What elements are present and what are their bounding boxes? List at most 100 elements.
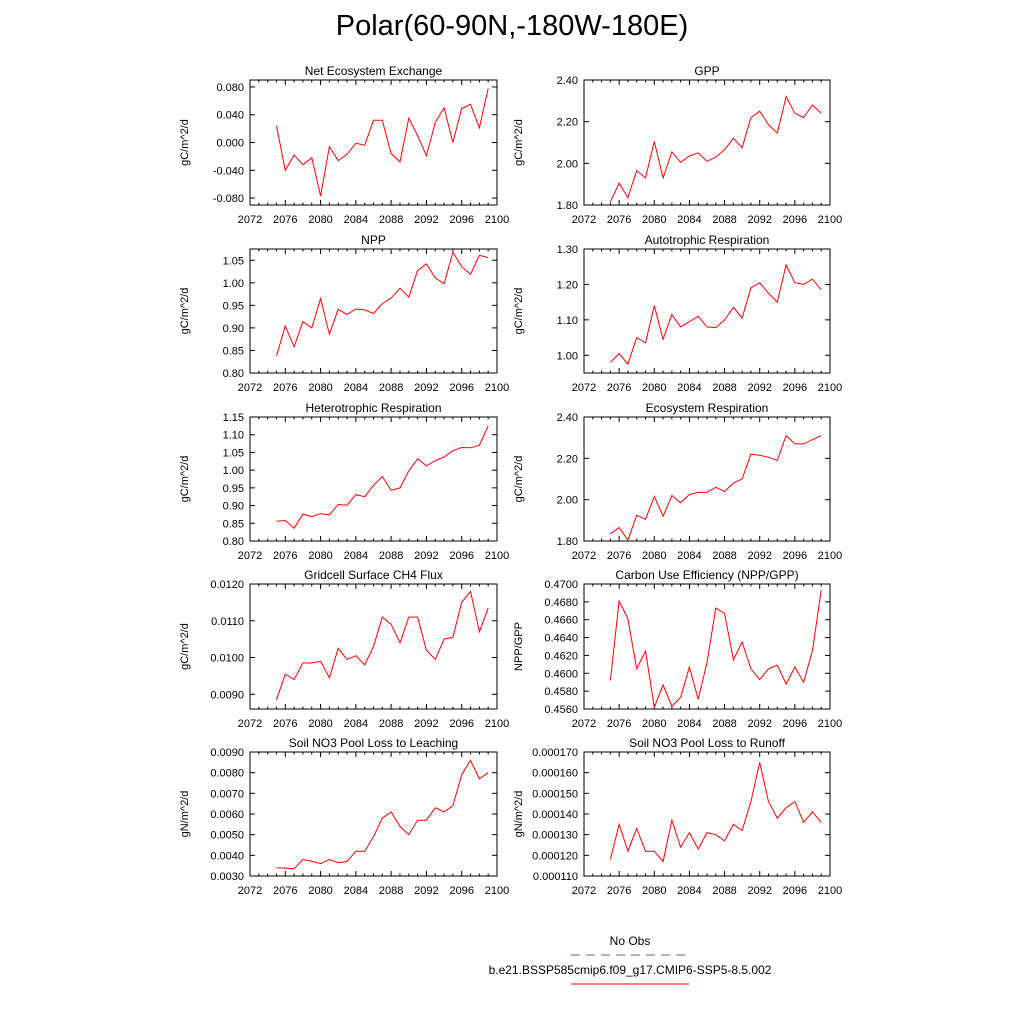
- panel-6-title: Ecosystem Respiration: [646, 401, 769, 415]
- panel-5-xtick-label: 2096: [449, 550, 473, 562]
- panel-5-xtick-label: 2080: [308, 550, 332, 562]
- panel-9-ylabel: gN/m^2/d: [179, 791, 191, 838]
- panel-7-series-line: [276, 590, 489, 700]
- panel-3-xtick-label: 2076: [273, 382, 297, 394]
- panel-10-xtick-label: 2096: [783, 885, 807, 897]
- panel-9-ytick-label: 0.0060: [210, 809, 244, 821]
- panel-8-ytick-label: 0.4580: [544, 686, 578, 698]
- panel-6-xtick-label: 2084: [677, 550, 701, 562]
- panel-10-xtick-label: 2084: [677, 885, 701, 897]
- panel-3-ytick-label: 0.95: [223, 300, 244, 312]
- panel-6-frame: [583, 416, 831, 542]
- panel-3-ytick-label: 0.90: [223, 323, 244, 335]
- panel-10-xtick-label: 2076: [607, 885, 631, 897]
- panel-6-xtick-label: 2072: [572, 550, 596, 562]
- panel-5-ytick-label: 1.15: [223, 412, 244, 424]
- panel-3-xtick-label: 2096: [449, 382, 473, 394]
- panel-10-xtick-label: 2100: [818, 885, 842, 897]
- panel-9-xtick-label: 2080: [308, 885, 332, 897]
- panel-10-ytick-label: 0.000170: [532, 747, 578, 759]
- panel-4-xtick-label: 2076: [607, 382, 631, 394]
- panel-6-ytick-label: 2.00: [557, 495, 578, 507]
- panel-1-xtick-label: 2100: [485, 214, 509, 226]
- panel-4-xtick-label: 2100: [818, 382, 842, 394]
- panel-9-title: Soil NO3 Pool Loss to Leaching: [289, 736, 458, 750]
- panel-4-xtick-label: 2096: [783, 382, 807, 394]
- panel-3-xtick-label: 2100: [485, 382, 509, 394]
- panel-9-ytick-label: 0.0040: [210, 850, 244, 862]
- panel-7-ytick-label: 0.0100: [210, 653, 244, 665]
- panel-6-xtick-label: 2100: [818, 550, 842, 562]
- panel-8-ylabel: NPP/GPP: [513, 622, 525, 671]
- panel-2-xtick-label: 2080: [642, 214, 666, 226]
- panel-1-xtick-label: 2072: [238, 214, 262, 226]
- panel-5-xtick-label: 2076: [273, 550, 297, 562]
- panel-1-frame: [249, 79, 498, 206]
- panel-9-xtick-label: 2072: [238, 885, 262, 897]
- panel-4-series-line: [610, 263, 822, 366]
- panel-4-frame: [583, 248, 831, 374]
- panel-4-ytick-label: 1.20: [557, 279, 578, 291]
- panel-6-ylabel: gC/m^2/d: [513, 456, 525, 503]
- panel-2-xtick-label: 2092: [747, 214, 771, 226]
- panel-9-xtick-label: 2096: [449, 885, 473, 897]
- panel-3-title: NPP: [361, 233, 386, 247]
- panel-8-series-line: [609, 590, 822, 710]
- panel-4-xtick-label: 2080: [642, 382, 666, 394]
- panel-5-ytick-label: 1.10: [223, 430, 244, 442]
- panel-6-xtick-label: 2088: [712, 550, 736, 562]
- panel-3-ytick-label: 1.00: [223, 278, 244, 290]
- panel-3-xtick-label: 2080: [308, 382, 332, 394]
- panel-3-xtick-label: 2092: [414, 382, 438, 394]
- panel-10-ylabel: gN/m^2/d: [513, 791, 525, 838]
- panel-6-ytick-label: 2.40: [557, 412, 578, 424]
- panel-1-xtick-label: 2096: [449, 214, 473, 226]
- panel-1-xtick-label: 2084: [344, 214, 368, 226]
- panel-8-xtick-label: 2072: [572, 718, 596, 730]
- panel-7-xtick-label: 2072: [238, 718, 262, 730]
- panel-3-series-line: [276, 250, 489, 357]
- panel-4-ylabel: gC/m^2/d: [513, 288, 525, 335]
- panel-8-title: Carbon Use Efficiency (NPP/GPP): [615, 568, 798, 582]
- panel-7-xtick-label: 2088: [379, 718, 403, 730]
- panel-3-ylabel: gC/m^2/d: [179, 288, 191, 335]
- panel-5-ytick-label: 0.80: [223, 536, 244, 548]
- panel-2-series-line: [609, 95, 822, 203]
- panel-9-ytick-label: 0.0050: [210, 830, 244, 842]
- panel-5-xtick-label: 2100: [485, 550, 509, 562]
- panel-6-xtick-label: 2080: [642, 550, 666, 562]
- panel-7-xtick-label: 2084: [344, 718, 368, 730]
- panel-1-ytick-label: 0.000: [216, 138, 244, 150]
- panel-7-xtick-label: 2096: [449, 718, 473, 730]
- panel-1-ylabel: gC/m^2/d: [179, 119, 191, 166]
- panel-1-series-line: [276, 88, 489, 197]
- panel-5-title: Heterotrophic Respiration: [305, 401, 441, 415]
- panel-3-xtick-label: 2088: [379, 382, 403, 394]
- panel-10-ytick-label: 0.000140: [532, 809, 578, 821]
- panel-1-ytick-label: -0.080: [213, 193, 244, 205]
- panel-7-ytick-label: 0.0090: [210, 689, 244, 701]
- panel-5-series-line: [276, 425, 489, 529]
- panel-10-ytick-label: 0.000160: [532, 768, 578, 780]
- panel-5-ytick-label: 0.90: [223, 501, 244, 513]
- panel-4-title: Autotrophic Respiration: [645, 233, 770, 247]
- panel-10-xtick-label: 2092: [747, 885, 771, 897]
- panel-4-xtick-label: 2092: [747, 382, 771, 394]
- panel-2-xtick-label: 2096: [783, 214, 807, 226]
- panel-2-ytick-label: 2.40: [557, 75, 578, 87]
- panel-7-ylabel: gC/m^2/d: [179, 623, 191, 670]
- panel-10-series-line: [609, 762, 822, 863]
- panel-4-xtick-label: 2088: [712, 382, 736, 394]
- panel-5-ytick-label: 1.00: [223, 465, 244, 477]
- panel-8-xtick-label: 2084: [677, 718, 701, 730]
- panel-2-xtick-label: 2076: [607, 214, 631, 226]
- panel-2-ytick-label: 1.80: [557, 200, 578, 212]
- panel-3-xtick-label: 2084: [344, 382, 368, 394]
- panel-1-title: Net Ecosystem Exchange: [305, 64, 443, 78]
- panel-8-ytick-label: 0.4620: [544, 650, 578, 662]
- panel-7-xtick-label: 2100: [485, 718, 509, 730]
- panel-6-series-line: [610, 434, 822, 542]
- panel-2-ytick-label: 2.20: [557, 117, 578, 129]
- panel-1-xtick-label: 2088: [379, 214, 403, 226]
